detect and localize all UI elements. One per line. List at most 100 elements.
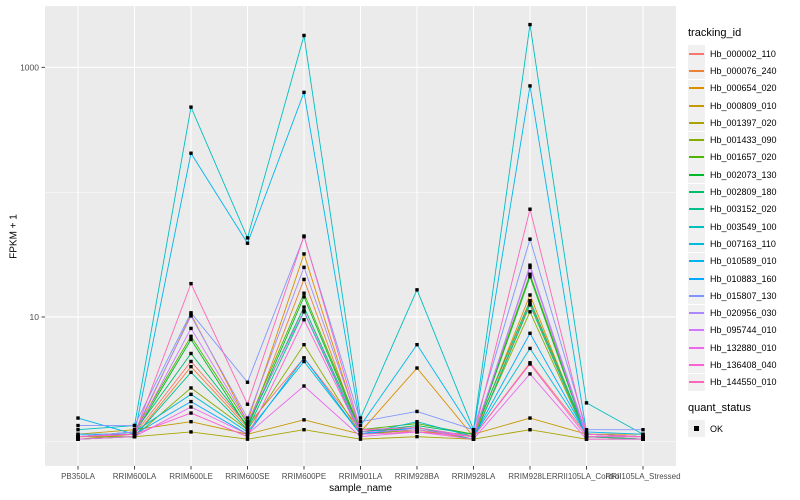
legend-line-icon — [689, 312, 704, 315]
data-point-Hb_001657_020-RRIM600SE — [245, 421, 250, 426]
data-point-Hb_010589_010-RRIM600PE — [302, 90, 306, 95]
legend-line-icon — [689, 69, 704, 72]
x-tick-label-RRIM901LA: RRIM901LA — [339, 472, 383, 481]
data-point-Hb_020956_030-RRIM600LE — [189, 314, 193, 318]
data-point-Hb_000654_020-RRIM600PE — [302, 252, 306, 256]
data-point-Hb_095744_010-RRIM901LA — [358, 430, 363, 434]
data-point-Hb_010589_010-PB350LA — [76, 416, 80, 420]
x-tick-label-RRIM600SE: RRIM600SE — [225, 472, 269, 481]
legend-item: Hb_001657_020 — [688, 148, 800, 166]
data-point-Hb_002809_180-RRIM928BA — [415, 423, 419, 428]
data-point-Hb_015807_130-PB350LA — [76, 423, 80, 428]
data-point-Hb_132880_010-RRIM928LA — [471, 437, 476, 441]
legend-line-icon — [689, 156, 704, 159]
data-point-Hb_001657_020-RRIM928BA — [415, 421, 419, 426]
data-point-Hb_132880_010-RRIM600SE — [245, 432, 250, 436]
legend-label: Hb_136408_040 — [710, 359, 777, 370]
data-point-Hb_000002_110-RRIM600LE — [189, 359, 193, 364]
quant-status-legend: quant_status OK — [688, 401, 800, 438]
legend-item: Hb_000002_110 — [688, 45, 800, 63]
legend-key-swatch — [688, 114, 705, 132]
data-point-Hb_095744_010-RRIM928LE — [528, 265, 532, 270]
legend-label: Hb_144550_010 — [710, 377, 777, 388]
legend-item: Hb_000654_020 — [688, 79, 800, 97]
legend-item: Hb_007163_110 — [688, 235, 800, 253]
legend-label: Hb_000002_110 — [710, 48, 776, 59]
data-point-Hb_000809_010-RRIM928LE — [528, 416, 532, 420]
data-point-Hb_002809_180-RRIM600PE — [302, 305, 306, 309]
legend-item: Hb_002809_180 — [688, 183, 800, 201]
data-point-Hb_003549_100-PB350LA — [76, 428, 80, 432]
legend-key-swatch — [688, 373, 705, 391]
legend-key-swatch — [688, 321, 705, 339]
legend-line-icon — [689, 225, 704, 228]
legend-items: Hb_000002_110 Hb_000076_240 Hb_000654_020 H… — [688, 45, 800, 391]
data-point-Hb_015807_130-RRII105LA_Control — [584, 428, 589, 432]
legend-label: Hb_010883_160 — [710, 273, 777, 284]
data-point-Hb_010589_010-RRIM928BA — [415, 342, 419, 347]
data-point-Hb_000654_020-RRIM928BA — [415, 366, 419, 370]
data-point-Hb_132880_010-RRIM928LE — [528, 372, 532, 376]
y-tick-label: 1000 — [20, 62, 39, 72]
data-point-Hb_000809_010-RRIM600LE — [189, 419, 193, 424]
data-point-Hb_001397_020-RRIM901LA — [358, 437, 363, 441]
data-point-Hb_002073_130-RRIM600SE — [245, 425, 250, 430]
data-point-Hb_003549_100-RRIM928BA — [415, 288, 419, 292]
legend-line-icon — [689, 121, 704, 124]
data-point-Hb_015807_130-RRII105LA_Stressed — [641, 428, 645, 432]
quant-status-item: OK — [688, 420, 800, 438]
data-point-Hb_001433_090-RRIM600LE — [189, 386, 193, 390]
data-point-Hb_007163_110-RRIM928LE — [528, 346, 532, 351]
data-point-Hb_001657_020-RRIM600LE — [189, 334, 193, 339]
legend-label: Hb_001433_090 — [710, 135, 777, 146]
legend-key-swatch — [688, 270, 705, 287]
data-point-Hb_020956_030-RRIM600LA — [132, 430, 137, 434]
data-point-Hb_001433_090-RRIM600PE — [302, 342, 306, 347]
data-point-Hb_010883_160-RRIM600LE — [189, 399, 193, 404]
legend-key-swatch — [688, 304, 705, 322]
data-point-Hb_003549_100-RRIM928LE — [528, 22, 532, 27]
legend-label: Hb_132880_010 — [710, 342, 777, 353]
data-point-Hb_015807_130-RRIM600SE — [245, 380, 250, 384]
legend-key-swatch — [688, 148, 705, 166]
legend-line-icon — [689, 242, 704, 245]
legend-line-icon — [689, 104, 704, 107]
legend-label: Hb_001397_020 — [710, 117, 777, 128]
x-tick-label-RRII105LA_Control: RRII105LA_Control — [552, 472, 622, 481]
quant-status-items: OK — [688, 420, 800, 438]
data-point-Hb_136408_040-RRIM901LA — [358, 432, 363, 436]
legend-label: Hb_003152_020 — [710, 204, 777, 215]
data-point-Hb_000809_010-RRIM600PE — [302, 418, 306, 422]
data-point-Hb_010589_010-RRIM901LA — [358, 423, 363, 428]
legend-line-icon — [689, 208, 704, 211]
legend-label: Hb_000809_010 — [710, 100, 777, 111]
data-point-Hb_144550_010-RRII105LA_Control — [584, 432, 589, 436]
x-tick-label-RRIM600PE: RRIM600PE — [282, 472, 326, 481]
legend-label: Hb_015807_130 — [710, 290, 777, 301]
data-point-Hb_144550_010-RRIM901LA — [358, 428, 363, 432]
legend-line-icon — [689, 173, 704, 176]
legend-line-icon — [689, 139, 704, 142]
data-point-Hb_003152_020-RRIM600SE — [245, 428, 250, 432]
data-point-Hb_020956_030-RRIM600PE — [302, 265, 306, 270]
legend-line-icon — [689, 381, 704, 384]
data-point-Hb_144550_010-RRIM928LA — [471, 434, 476, 439]
data-point-Hb_003549_100-RRII105LA_Control — [584, 401, 589, 405]
legend-key-swatch — [688, 79, 705, 97]
legend-label: Hb_002809_180 — [710, 187, 777, 198]
data-point-Hb_003549_100-RRIM600PE — [302, 33, 306, 38]
legend-item: Hb_095744_010 — [688, 321, 800, 339]
data-point-Hb_020956_030-RRIM928LE — [528, 263, 532, 267]
data-point-Hb_002073_130-RRIM928LE — [528, 275, 532, 279]
legend-title-quant-status: quant_status — [688, 401, 751, 414]
quant-status-label: OK — [710, 423, 724, 434]
data-point-Hb_132880_010-PB350LA — [76, 437, 80, 441]
legend-label: Hb_010589_010 — [710, 256, 777, 267]
data-point-Hb_010589_010-RRII105LA_Stressed — [641, 432, 645, 436]
data-point-Hb_000076_240-RRIM600PE — [302, 277, 306, 282]
data-point-Hb_132880_010-RRIM600LE — [189, 405, 193, 409]
data-point-Hb_001657_020-RRIM928LE — [528, 272, 532, 276]
data-point-Hb_136408_040-RRIM600LE — [189, 411, 193, 415]
data-point-Hb_144550_010-RRIM600SE — [245, 402, 250, 406]
